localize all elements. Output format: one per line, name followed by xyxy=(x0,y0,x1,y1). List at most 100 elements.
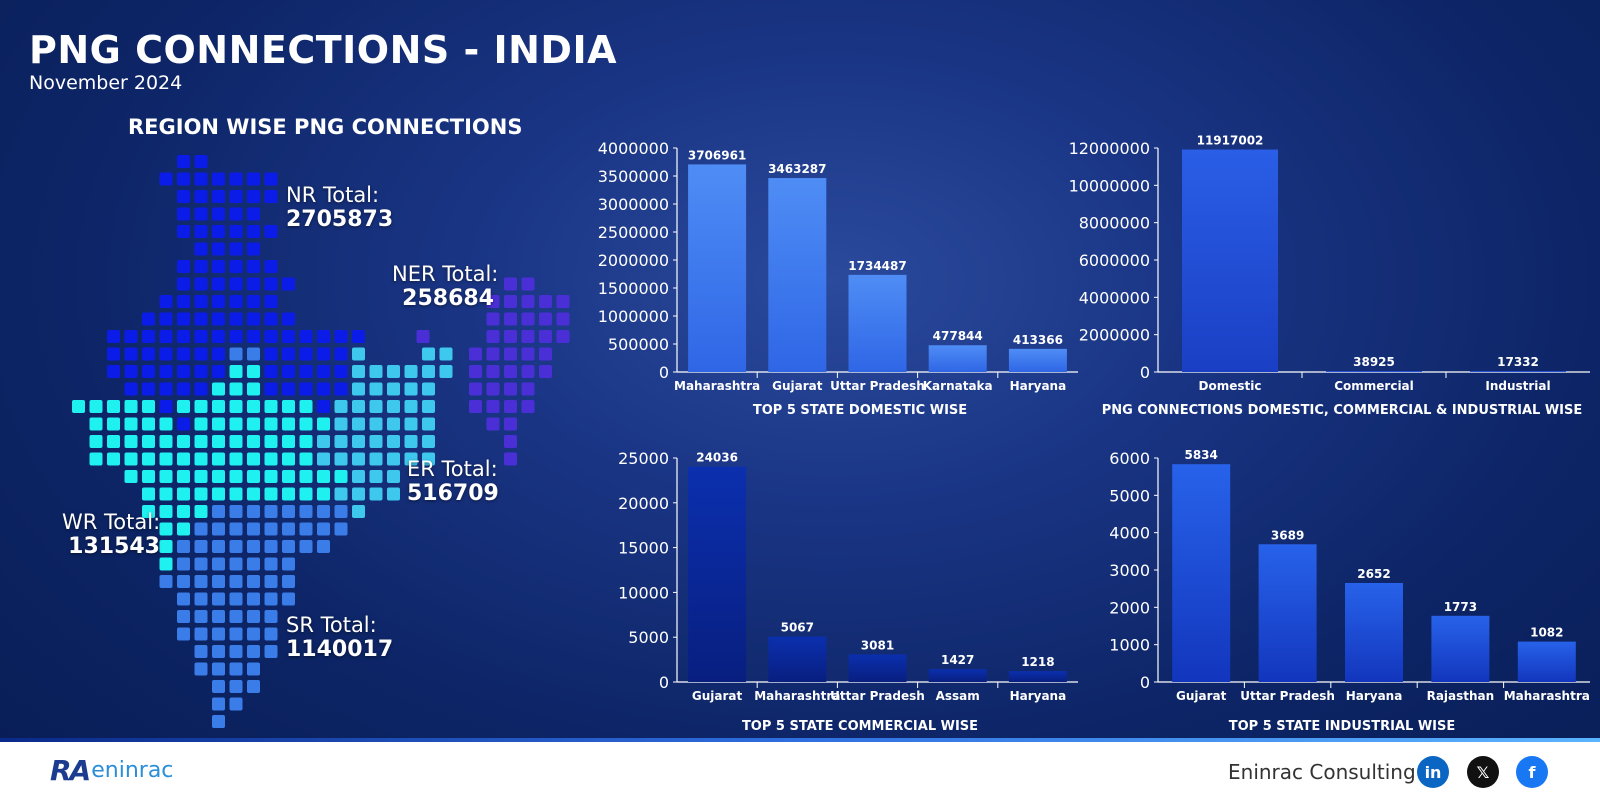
map-cell-nr xyxy=(299,347,313,361)
y-tick-label: 0 xyxy=(1140,673,1150,692)
map-cell-ner xyxy=(521,312,535,326)
map-cell-nr xyxy=(212,312,225,326)
y-tick-label: 2000 xyxy=(1109,598,1150,617)
data-label: 5067 xyxy=(781,621,814,635)
map-cell-wr xyxy=(212,400,225,413)
map-cell-wr xyxy=(142,400,155,413)
map-cell-ner xyxy=(469,365,482,378)
map-cell-sr xyxy=(334,522,348,536)
map-cell-nr xyxy=(334,347,348,361)
map-cell-sr xyxy=(229,662,243,676)
x-glyph: 𝕏 xyxy=(1476,762,1490,782)
logo-mark: RA xyxy=(50,753,91,787)
chart-industrial-svg: 0 1000 2000 3000 4000 5000 6000 5834 Gujarat 3689… xyxy=(1109,448,1590,703)
map-cell-er xyxy=(352,470,365,483)
bar-gujarat xyxy=(768,178,827,372)
map-cell-sr xyxy=(299,505,313,518)
map-cell-sr xyxy=(264,505,278,518)
x-category-label: Karnataka xyxy=(923,379,993,393)
x-category-label: Domestic xyxy=(1199,379,1262,393)
map-cell-wr xyxy=(212,382,225,396)
map-cell-nr xyxy=(124,382,138,396)
map-cell-wr xyxy=(247,435,260,448)
data-label: 1427 xyxy=(941,653,974,667)
map-cell-nr xyxy=(212,277,225,291)
map-cell-nr xyxy=(194,277,208,291)
map-cell-wr xyxy=(124,452,138,466)
map-cell-nr xyxy=(194,330,208,343)
map-cell-sr xyxy=(229,505,243,518)
chart-industrial-title: TOP 5 STATE INDUSTRIAL WISE xyxy=(1228,719,1456,734)
map-cell-nr xyxy=(194,312,208,326)
map-cell-wr xyxy=(212,417,225,431)
x-category-label: Gujarat xyxy=(772,379,823,393)
map-cell-ner xyxy=(486,330,500,343)
map-cell-sr xyxy=(264,592,278,606)
bar-gujarat xyxy=(1172,464,1231,682)
map-cell-wr xyxy=(212,452,225,466)
map-cell-nr xyxy=(264,312,278,326)
ner-total-value: 258684 xyxy=(402,286,494,311)
linkedin-icon[interactable]: in xyxy=(1417,756,1449,788)
map-cell-ner xyxy=(521,277,535,291)
map-cell-ner xyxy=(521,365,535,378)
map-cell-wr xyxy=(194,435,208,448)
map-cell-nr xyxy=(247,295,260,308)
map-cell-sr xyxy=(229,645,243,658)
map-cell-wr xyxy=(194,487,208,501)
x-icon[interactable]: 𝕏 xyxy=(1467,756,1499,788)
map-cell-nr xyxy=(212,225,225,238)
map-cell-ner xyxy=(556,330,570,343)
map-cell-sr xyxy=(282,540,295,553)
map-cell-nr xyxy=(229,242,243,256)
map-cell-er xyxy=(334,417,348,431)
map-cell-er xyxy=(404,435,418,448)
map-cell-sr xyxy=(229,592,243,606)
map-cell-nr xyxy=(229,295,243,308)
map-cell-er xyxy=(352,400,365,413)
map-cell-nr xyxy=(229,312,243,326)
map-cell-wr xyxy=(317,470,330,483)
map-cell-nr xyxy=(124,365,138,378)
map-cell-er xyxy=(404,400,418,413)
nr-total-caption: NR Total: xyxy=(286,183,380,207)
map-cell-er xyxy=(334,452,348,466)
wr-total-value: 131543 xyxy=(68,534,160,559)
data-label: 1218 xyxy=(1021,655,1054,669)
map-cell-nr xyxy=(212,330,225,343)
map-cell-wr xyxy=(229,470,243,483)
bar-maharashtra xyxy=(768,636,827,682)
y-tick-label: 500000 xyxy=(608,335,669,354)
ner-total-caption: NER Total: xyxy=(392,262,499,286)
y-tick-label: 15000 xyxy=(618,539,669,558)
map-cell-nr xyxy=(282,330,295,343)
map-cell-wr xyxy=(247,470,260,483)
bar-haryana xyxy=(1345,582,1403,682)
data-label: 2652 xyxy=(1357,567,1390,581)
map-cell-wr xyxy=(229,452,243,466)
facebook-icon[interactable]: f xyxy=(1516,756,1548,788)
chart-top5-industrial: 0 1000 2000 3000 4000 5000 6000 5834 Gujarat 3689… xyxy=(1090,448,1590,735)
map-cell-nr xyxy=(177,312,190,326)
map-cell-sr xyxy=(212,592,225,606)
map-cell-nr xyxy=(212,207,225,221)
map-cell-nr xyxy=(317,347,330,361)
y-tick-label: 8000000 xyxy=(1079,214,1150,233)
map-cell-nr xyxy=(229,277,243,291)
map-cell-wr xyxy=(159,487,173,501)
map-cell-ner xyxy=(504,347,517,361)
data-label: 3463287 xyxy=(768,162,826,176)
data-label: 1734487 xyxy=(848,259,906,273)
map-cell-sr xyxy=(229,627,243,641)
map-cell-nr xyxy=(212,172,225,186)
y-tick-label: 5000 xyxy=(1109,486,1150,505)
eninrac-logo[interactable]: RA eninrac xyxy=(50,752,173,788)
x-category-label: Gujarat xyxy=(1176,689,1227,703)
map-cell-wr xyxy=(247,365,260,378)
map-cell-nr xyxy=(212,260,225,273)
y-tick-label: 10000 xyxy=(618,583,669,602)
map-cell-nr xyxy=(264,225,278,238)
map-cell-sr xyxy=(247,557,260,571)
map-cell-nr xyxy=(212,295,225,308)
map-cell-er xyxy=(369,435,383,448)
